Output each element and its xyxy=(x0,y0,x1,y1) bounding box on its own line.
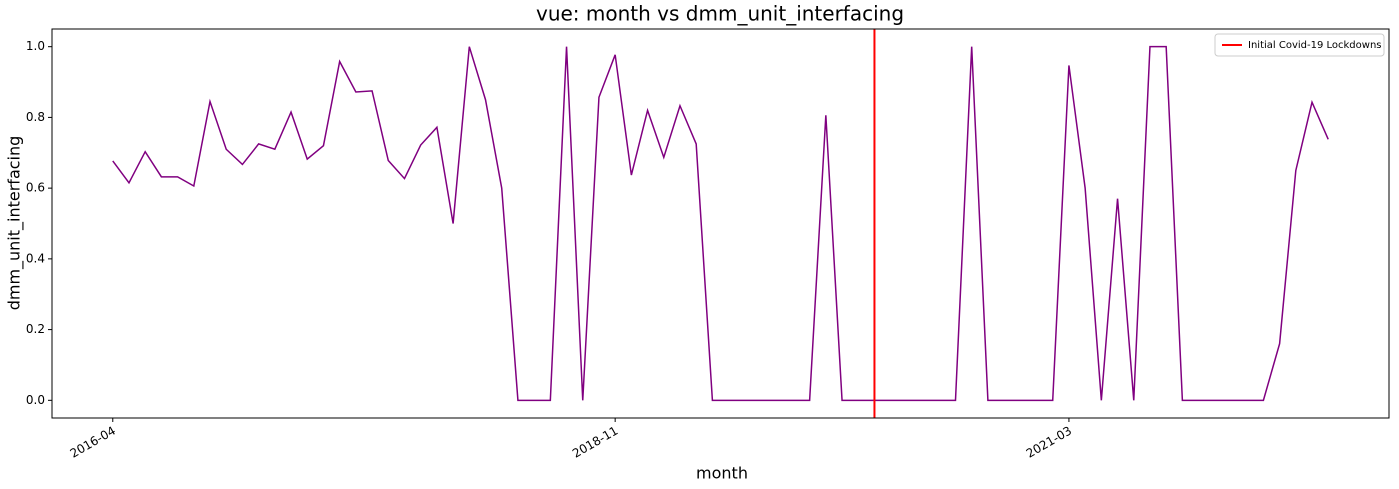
y-axis-label: dmm_unit_interfacing xyxy=(5,136,25,311)
plot-frame xyxy=(51,28,1390,419)
y-tick-label: 0.6 xyxy=(26,181,45,195)
data-line xyxy=(112,45,1329,402)
legend-box xyxy=(1214,33,1385,57)
y-tick-label: 0.2 xyxy=(26,322,45,336)
x-axis-label: month xyxy=(696,464,748,483)
y-tick-label: 0.4 xyxy=(26,251,45,265)
x-tick-label: 2021-03 xyxy=(1024,424,1074,461)
x-tick-label: 2016-04 xyxy=(68,424,118,461)
y-tick-label: 1.0 xyxy=(26,39,45,53)
y-tick-label: 0.0 xyxy=(26,393,45,407)
y-tick-label: 0.8 xyxy=(26,110,45,124)
x-tick-label: 2018-11 xyxy=(570,424,620,461)
chart-title: vue: month vs dmm_unit_interfacing xyxy=(536,2,904,26)
legend-label: Initial Covid-19 Lockdowns xyxy=(1248,40,1382,51)
